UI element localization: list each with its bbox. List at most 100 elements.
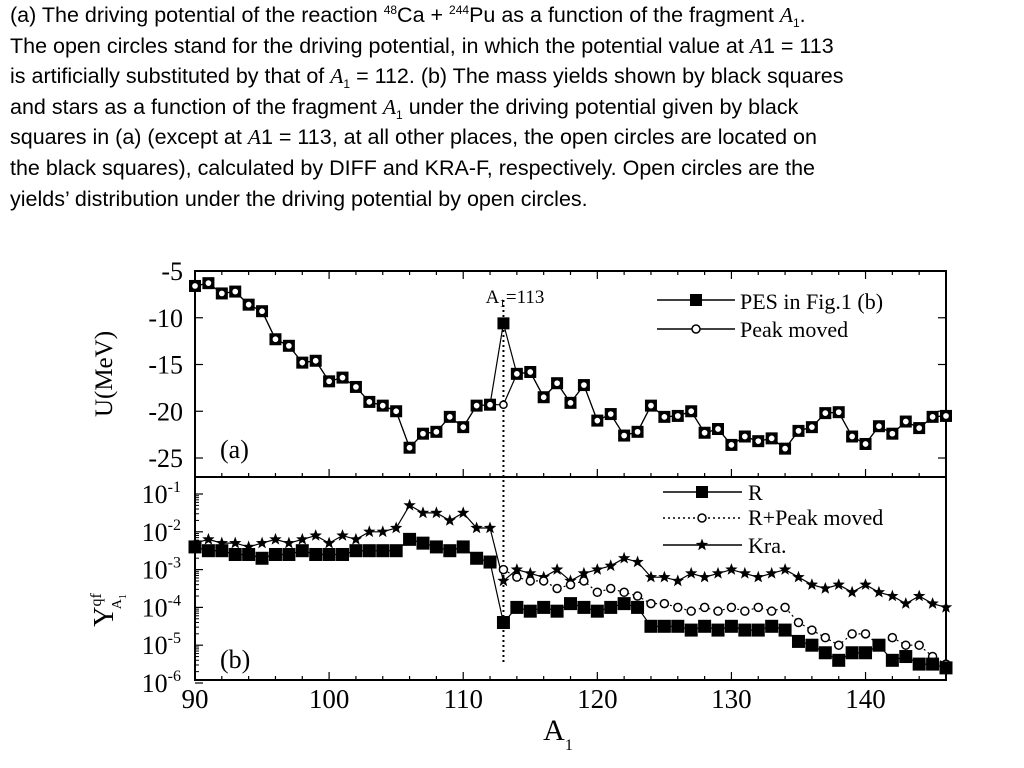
r-peak-moved-circle-marker — [592, 587, 603, 598]
kra-star-marker — [376, 525, 389, 538]
r-square-marker — [604, 600, 618, 614]
tick-exponent: -6 — [168, 668, 181, 685]
kra-star-marker — [242, 540, 255, 553]
peak-moved-circle-marker — [378, 401, 388, 410]
r-square-marker — [671, 619, 685, 633]
r-square-marker — [698, 619, 712, 633]
legend-marker-r-peak-moved — [697, 513, 707, 523]
peak-moved-circle-marker — [874, 421, 884, 431]
legend-label-r: R — [748, 480, 763, 505]
legend-marker-r — [696, 486, 708, 498]
peak-moved-circle-marker — [619, 431, 629, 440]
r-square-marker — [845, 646, 859, 660]
caption-line-5: squares in (a) (except at A1 = 113, at a… — [10, 122, 1014, 153]
tick-base: 10 — [142, 669, 168, 698]
r-square-marker — [818, 646, 832, 660]
peak-moved-circle-marker — [391, 406, 401, 416]
r-square-marker — [885, 653, 899, 667]
peak-moved-circle-marker — [257, 306, 267, 316]
peak-moved-circle-marker — [284, 341, 294, 351]
caption-line-6: the black squares), calculated by DIFF a… — [10, 153, 1014, 184]
kra-star-marker — [483, 521, 497, 534]
kra-star-marker — [698, 570, 711, 583]
r-square-marker — [859, 646, 873, 660]
r-square-marker — [201, 544, 215, 558]
r-square-marker — [403, 532, 417, 546]
kra-star-marker — [550, 563, 564, 575]
legend-label-peak-moved: Peak moved — [740, 317, 848, 342]
y-tick-label: 10-3 — [142, 555, 181, 585]
r-peak-moved-circle-marker — [753, 602, 763, 613]
kra-star-marker — [725, 563, 738, 575]
peak-moved-circle-marker — [271, 334, 280, 344]
variable-a: A — [749, 33, 763, 58]
r-square-marker — [724, 619, 738, 633]
kra-star-marker — [363, 525, 376, 538]
peak-moved-circle-marker — [633, 427, 642, 437]
caption-text: 1 = 113 — [762, 33, 834, 58]
r-square-marker — [496, 616, 510, 630]
peak-moved-circle-marker — [834, 407, 844, 417]
kra-star-marker — [644, 570, 658, 583]
kra-star-marker — [765, 566, 778, 579]
peak-moved-circle-marker — [338, 373, 347, 382]
r-peak-moved-circle-marker — [833, 640, 844, 650]
y-tick-label: -10 — [148, 304, 183, 333]
peak-moved-circle-marker — [660, 412, 669, 422]
kra-star-marker — [390, 521, 403, 534]
kra-star-marker — [309, 529, 322, 541]
kra-star-marker — [913, 589, 926, 602]
y-tick-label: 10-5 — [142, 630, 181, 660]
tick-exponent: -3 — [168, 555, 181, 572]
caption-text: yields’ distribution under the driving p… — [10, 186, 588, 211]
caption-line-1: (a) The driving potential of the reactio… — [10, 0, 1014, 31]
tick-base: 10 — [142, 480, 168, 509]
kra-star-marker — [631, 555, 644, 568]
r-square-marker — [282, 547, 296, 561]
x-tick-label: 140 — [845, 684, 886, 714]
r-peak-moved-circle-marker — [807, 625, 817, 635]
ylabel-subsub: 1 — [118, 594, 129, 599]
r-peak-moved-circle-marker — [726, 602, 737, 613]
r-square-marker — [711, 623, 725, 637]
ylabel-base: Y — [89, 607, 120, 627]
kra-star-marker — [215, 536, 228, 549]
kra-star-marker — [845, 585, 859, 598]
legend-marker-pes — [690, 294, 702, 306]
peak-moved-circle-marker — [847, 432, 857, 441]
kra-star-marker — [819, 582, 832, 594]
r-peak-moved-circle-marker — [552, 583, 562, 594]
peak-moved-circle-marker — [928, 412, 937, 422]
peak-moved-circle-marker — [418, 429, 428, 439]
r-square-marker — [376, 544, 390, 558]
tick-base: 10 — [142, 518, 168, 547]
peak-moved-circle-marker — [727, 440, 736, 450]
peak-moved-circle-marker — [794, 426, 803, 436]
tick-exponent: -5 — [168, 630, 181, 647]
r-square-marker — [483, 555, 497, 569]
kra-star-marker — [778, 563, 792, 575]
r-square-marker — [805, 638, 819, 652]
r-square-marker — [349, 544, 363, 558]
peak-moved-circle-marker — [700, 428, 709, 438]
peak-moved-circle-marker — [606, 409, 616, 419]
caption-text: = 112. (b) The mass yields shown by blac… — [350, 64, 844, 89]
r-peak-moved-circle-marker — [632, 591, 643, 601]
caption-text: the black squares), calculated by DIFF a… — [10, 155, 816, 180]
caption-text: and stars as a function of the fragment — [10, 94, 383, 119]
xlabel-base: A — [543, 714, 565, 747]
y-tick-label: 10-2 — [142, 517, 181, 547]
caption-line-2: The open circles stand for the driving p… — [10, 31, 1014, 62]
annotation-a1-113: A₁=113 — [486, 287, 545, 308]
peak-moved-circle-marker — [324, 376, 334, 386]
ylabel-sup: qf — [88, 593, 105, 607]
r-peak-moved-circle-marker — [793, 617, 804, 628]
tick-exponent: -4 — [168, 592, 181, 609]
y-tick-label: 10-4 — [142, 592, 181, 622]
r-peak-moved-circle-marker — [901, 640, 911, 650]
caption-line-3: is artificially substituted by that of A… — [10, 61, 1014, 92]
x-tick-label: 130 — [711, 684, 752, 714]
y-axis-label-b: Yqf A1 — [88, 593, 129, 627]
caption-text: squares in (a) (except at — [10, 125, 248, 150]
peak-moved-circle-marker — [740, 432, 750, 441]
